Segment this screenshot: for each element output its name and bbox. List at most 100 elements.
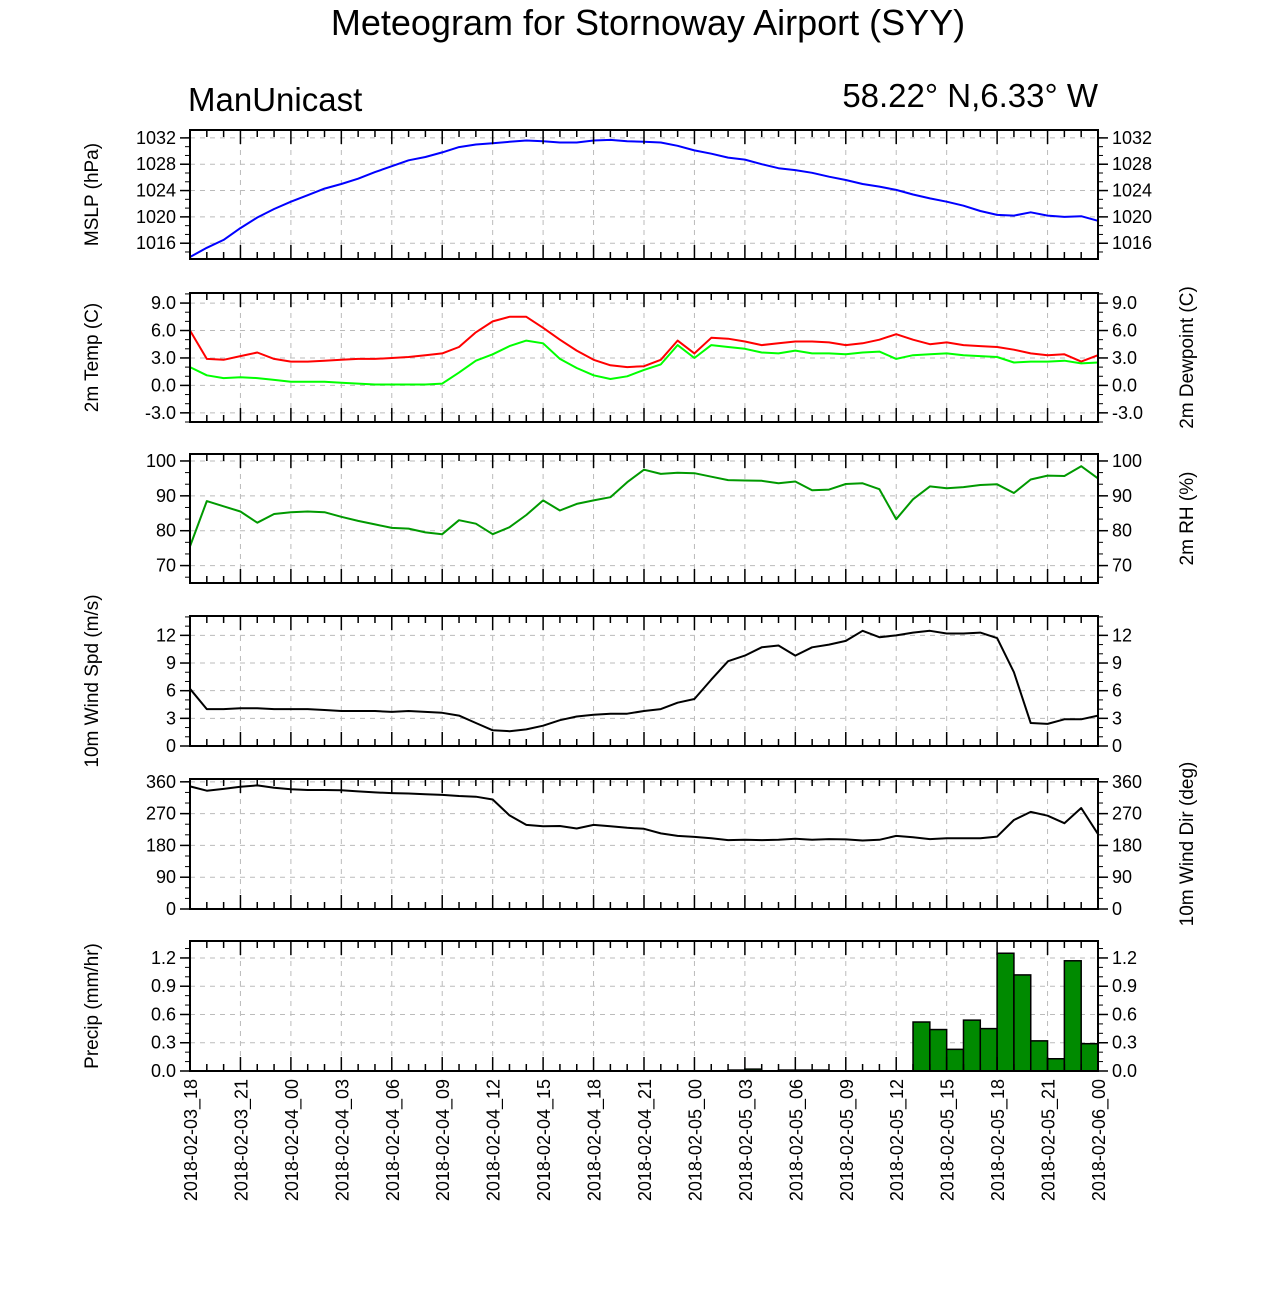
- x-axis: 2018-02-03_18 2018-02-03_21 2018-02-04_00 2…: [181, 1079, 1110, 1201]
- x-tick-label: 2018-02-06_00: [1089, 1079, 1110, 1201]
- x-tick-label: 2018-02-04_06: [383, 1079, 404, 1201]
- y-tick-label-left: 90: [156, 867, 176, 887]
- y-tick-label-right: 90: [1112, 486, 1132, 506]
- x-tick-label: 2018-02-05_21: [1039, 1079, 1060, 1201]
- y-axis-title-left: MSLP (hPa): [82, 143, 103, 246]
- y-tick-label-right: 12: [1112, 625, 1132, 645]
- y-tick-label-left: 1020: [136, 207, 176, 227]
- y-tick-label-left: 270: [146, 804, 176, 824]
- precip-bar: [1029, 1040, 1049, 1072]
- x-tick-label: 2018-02-04_21: [635, 1079, 656, 1201]
- x-tick-label: 2018-02-05_09: [837, 1079, 858, 1201]
- y-tick-label-right: 1.2: [1112, 948, 1137, 968]
- series-line-0: [189, 465, 1099, 547]
- y-tick-label-right: 0.6: [1112, 1004, 1137, 1024]
- y-tick-label-right: 3: [1112, 708, 1122, 728]
- y-tick-label-left: 1.2: [151, 948, 176, 968]
- x-tick-label: 2018-02-04_18: [585, 1079, 606, 1201]
- y-tick-label-left: 6: [166, 681, 176, 701]
- y-axis-title-left: 10m Wind Spd (m/s): [82, 594, 103, 767]
- x-tick-label: 2018-02-03_18: [181, 1079, 202, 1201]
- precip-bar: [929, 1028, 948, 1072]
- y-tick-label-left: 1028: [136, 154, 176, 174]
- precip-bar: [1013, 974, 1032, 1072]
- y-tick-label-left: 9: [166, 653, 176, 673]
- y-tick-label-right: 1028: [1112, 154, 1152, 174]
- series-line-0: [189, 629, 1099, 733]
- y-tick-label-left: 0.0: [151, 1061, 176, 1081]
- y-tick-label-left: 12: [156, 625, 176, 645]
- panel-1: -3.0 0.0 3.0 6.0 9.0 -3.0 0.0 3.0 6.0 9.0 2m Temp …: [82, 286, 1198, 429]
- x-tick-label: 2018-02-04_00: [282, 1079, 303, 1201]
- y-tick-label-right: 0: [1112, 899, 1122, 919]
- location-label: 58.22° N,6.33° W: [842, 77, 1099, 114]
- y-tick-label-left: 0.9: [151, 976, 176, 996]
- x-tick-label: 2018-02-05_03: [736, 1079, 757, 1201]
- y-tick-label-right: 100: [1112, 451, 1142, 471]
- panel-4: 0 90 180 270 360 0 90 180 270 360 10m Wind Dir (de…: [146, 762, 1198, 927]
- precip-bar: [912, 1021, 931, 1072]
- y-tick-label-right: 0.0: [1112, 375, 1137, 395]
- y-tick-label-left: -3.0: [145, 403, 176, 423]
- y-tick-label-left: 0: [166, 899, 176, 919]
- y-tick-label-right: 90: [1112, 867, 1132, 887]
- y-tick-label-right: 0.9: [1112, 976, 1137, 996]
- y-tick-label-right: 6: [1112, 681, 1122, 701]
- precip-bar: [996, 952, 1015, 1072]
- y-tick-label-left: 0.0: [151, 375, 176, 395]
- y-tick-label-left: 70: [156, 556, 176, 576]
- panel-2: 70 80 90 100 70 80 90 100 2m RH (%): [146, 451, 1198, 584]
- y-tick-label-left: 3.0: [151, 348, 176, 368]
- x-tick-label: 2018-02-04_15: [534, 1079, 555, 1201]
- y-axis-title-left: Precip (mm/hr): [82, 943, 103, 1069]
- y-axis-title-right: 10m Wind Dir (deg): [1177, 762, 1198, 927]
- x-tick-label: 2018-02-05_15: [938, 1079, 959, 1201]
- y-tick-label-left: 3: [166, 708, 176, 728]
- y-tick-label-left: 9.0: [151, 293, 176, 313]
- y-tick-label-right: 6.0: [1112, 321, 1137, 341]
- x-tick-label: 2018-02-05_12: [887, 1079, 908, 1201]
- y-tick-label-left: 1032: [136, 128, 176, 148]
- precip-bar: [945, 1048, 965, 1072]
- y-tick-label-left: 0.3: [151, 1033, 176, 1053]
- y-tick-label-left: 0: [166, 736, 176, 756]
- series-line-0: [189, 315, 1099, 369]
- y-tick-label-right: 70: [1112, 556, 1132, 576]
- x-tick-label: 2018-02-05_00: [685, 1079, 706, 1201]
- y-tick-label-left: 0.6: [151, 1004, 176, 1024]
- panel-0: 1016 1020 1024 1028 1032 1016 1020 1024 1028 1032…: [82, 128, 1152, 260]
- y-tick-label-right: -3.0: [1112, 403, 1143, 423]
- y-tick-label-left: 80: [156, 521, 176, 541]
- x-tick-label: 2018-02-05_06: [786, 1079, 807, 1201]
- y-axis-title-left: 2m Temp (C): [82, 303, 103, 412]
- x-tick-label: 2018-02-04_09: [433, 1079, 454, 1201]
- panel-5: 0.0 0.3 0.6 0.9 1.2 0.0 0.3 0.6 0.9 1.2 Precip (mm…: [82, 940, 1137, 1081]
- precip-bar: [1080, 1042, 1099, 1072]
- precip-bar: [979, 1027, 998, 1072]
- source-label: ManUnicast: [188, 81, 362, 118]
- y-tick-label-right: 1020: [1112, 207, 1152, 227]
- precip-bar: [962, 1019, 982, 1072]
- panels: 1016 1020 1024 1028 1032 1016 1020 1024 1028 1032…: [82, 128, 1198, 1081]
- y-tick-label-right: 0.3: [1112, 1033, 1137, 1053]
- y-axis-title-right: 2m Dewpoint (C): [1177, 286, 1198, 429]
- y-tick-label-right: 1016: [1112, 233, 1152, 253]
- y-tick-label-right: 0.0: [1112, 1061, 1137, 1081]
- y-tick-label-right: 1032: [1112, 128, 1152, 148]
- y-tick-label-right: 1024: [1112, 181, 1152, 201]
- chart-title: Meteogram for Stornoway Airport (SYY): [331, 2, 965, 43]
- y-tick-label-left: 360: [146, 772, 176, 792]
- y-tick-label-right: 0: [1112, 736, 1122, 756]
- precip-bar: [1046, 1058, 1066, 1072]
- y-tick-label-left: 1016: [136, 233, 176, 253]
- series-line-0: [189, 138, 1099, 258]
- x-tick-label: 2018-02-03_21: [231, 1079, 252, 1201]
- x-tick-label: 2018-02-04_12: [484, 1079, 505, 1201]
- y-tick-label-left: 180: [146, 835, 176, 855]
- x-tick-label: 2018-02-04_03: [332, 1079, 353, 1201]
- y-tick-label-right: 9.0: [1112, 293, 1137, 313]
- y-tick-label-right: 270: [1112, 804, 1142, 824]
- y-tick-label-right: 360: [1112, 772, 1142, 792]
- y-tick-label-right: 80: [1112, 521, 1132, 541]
